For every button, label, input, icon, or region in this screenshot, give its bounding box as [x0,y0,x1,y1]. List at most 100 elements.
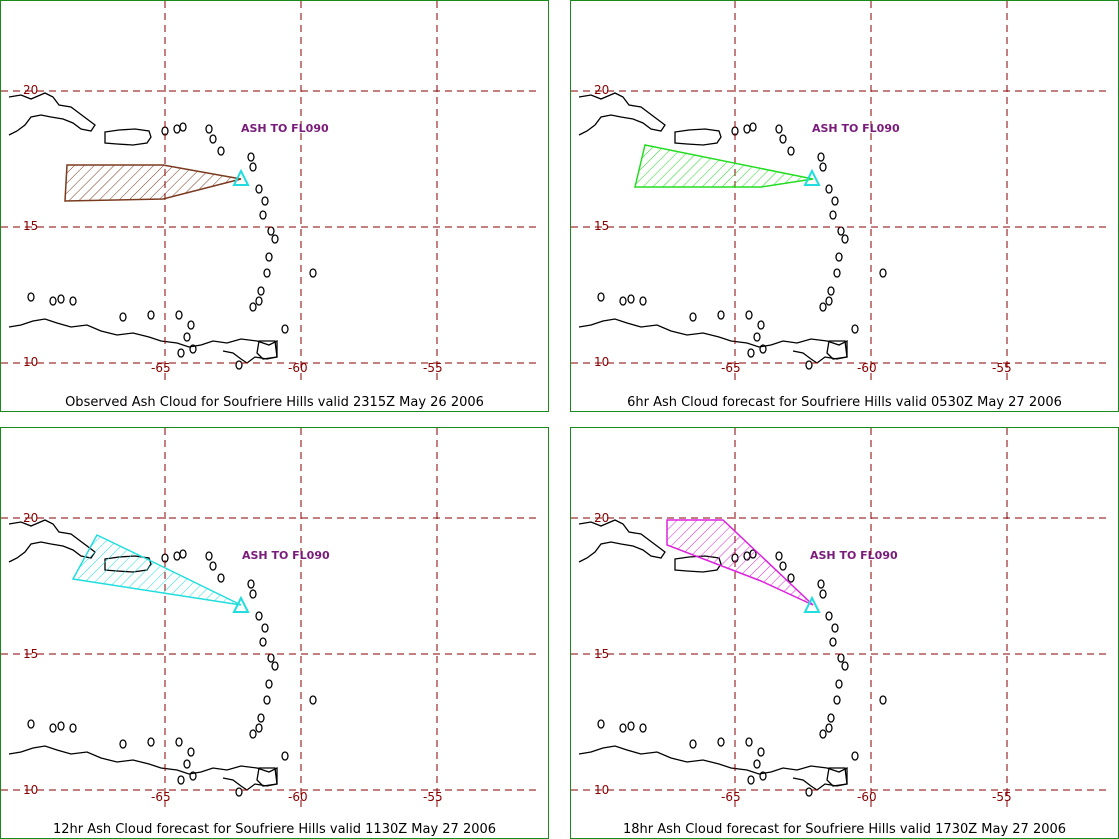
island [173,551,181,561]
island [829,637,837,647]
island [597,292,605,302]
island [175,310,183,320]
island [217,573,225,583]
coastline [578,745,848,791]
island [829,210,837,220]
coastline [8,92,96,136]
island [119,312,127,322]
island [189,344,197,354]
volcano-marker-icon [803,168,821,186]
island [825,611,833,621]
map-layer [571,428,1111,808]
lat-label-10: 10 [23,783,39,797]
island [817,579,825,589]
island [309,268,317,278]
map-panel-observed: ASH TO FL090 20 15 10 -65 -60 -55 Observ… [0,0,549,412]
island [249,729,257,739]
island [187,320,195,330]
panel-caption: 6hr Ash Cloud forecast for Soufriere Hil… [627,395,1062,410]
island [841,234,849,244]
ash-level-label: ASH TO FL090 [242,549,330,562]
lon-label-65: -65 [721,361,741,375]
island [743,124,751,134]
island [263,268,271,278]
volcano-marker-icon [232,168,250,186]
lon-label-65: -65 [721,790,741,804]
island [745,310,753,320]
lon-label-55: -55 [992,361,1012,375]
island [217,146,225,156]
island [717,310,725,320]
island [787,146,795,156]
island [627,721,635,731]
island [689,739,697,749]
island [265,252,273,262]
lat-label-15: 15 [594,219,610,233]
island [27,719,35,729]
island [57,721,65,731]
island [281,324,289,334]
ash-cloud-polygon [64,164,242,202]
coastline [578,318,848,364]
island [177,348,185,358]
island [209,561,217,571]
island [263,695,271,705]
map-layer [571,1,1111,381]
lon-label-55: -55 [423,790,443,804]
lat-label-10: 10 [594,355,610,369]
island [759,344,767,354]
island [627,294,635,304]
island [189,771,197,781]
island [825,296,833,306]
island [689,312,697,322]
ash-level-label: ASH TO FL090 [241,122,329,135]
island [639,723,647,733]
island [779,134,787,144]
island [49,723,57,733]
map-svg [571,428,1111,808]
island [825,184,833,194]
panel-caption: 18hr Ash Cloud forecast for Soufriere Hi… [622,822,1067,837]
coastline [8,745,278,791]
panel-caption: Observed Ash Cloud for Soufriere Hills v… [65,395,484,410]
island [249,589,257,599]
island [745,737,753,747]
coastline [578,92,666,136]
island [69,723,77,733]
island [259,210,267,220]
map-svg [571,1,1111,381]
lat-label-20: 20 [594,83,610,97]
island [205,124,213,134]
coastline [104,128,152,146]
island [805,787,813,797]
lon-label-60: -60 [288,361,308,375]
island [309,695,317,705]
island [179,122,187,132]
lon-label-65: -65 [151,790,171,804]
island [259,637,267,647]
island [281,751,289,761]
island [753,759,761,769]
coastline [256,767,278,787]
island [619,296,627,306]
map-layer [1,428,541,808]
island [759,771,767,781]
island [825,723,833,733]
map-svg [1,1,541,381]
lat-label-20: 20 [23,511,39,525]
island [805,360,813,370]
island [235,787,243,797]
map-layer [1,1,541,381]
lon-label-60: -60 [857,790,877,804]
ash-cloud-polygon [634,144,814,188]
island [819,302,827,312]
island [757,320,765,330]
island [717,737,725,747]
island [597,719,605,729]
map-panel-6hr: ASH TO FL090 20 15 10 -65 -60 -55 6hr As… [570,0,1119,412]
island [183,759,191,769]
island [819,589,827,599]
island [835,252,843,262]
island [271,661,279,671]
island [267,653,275,663]
